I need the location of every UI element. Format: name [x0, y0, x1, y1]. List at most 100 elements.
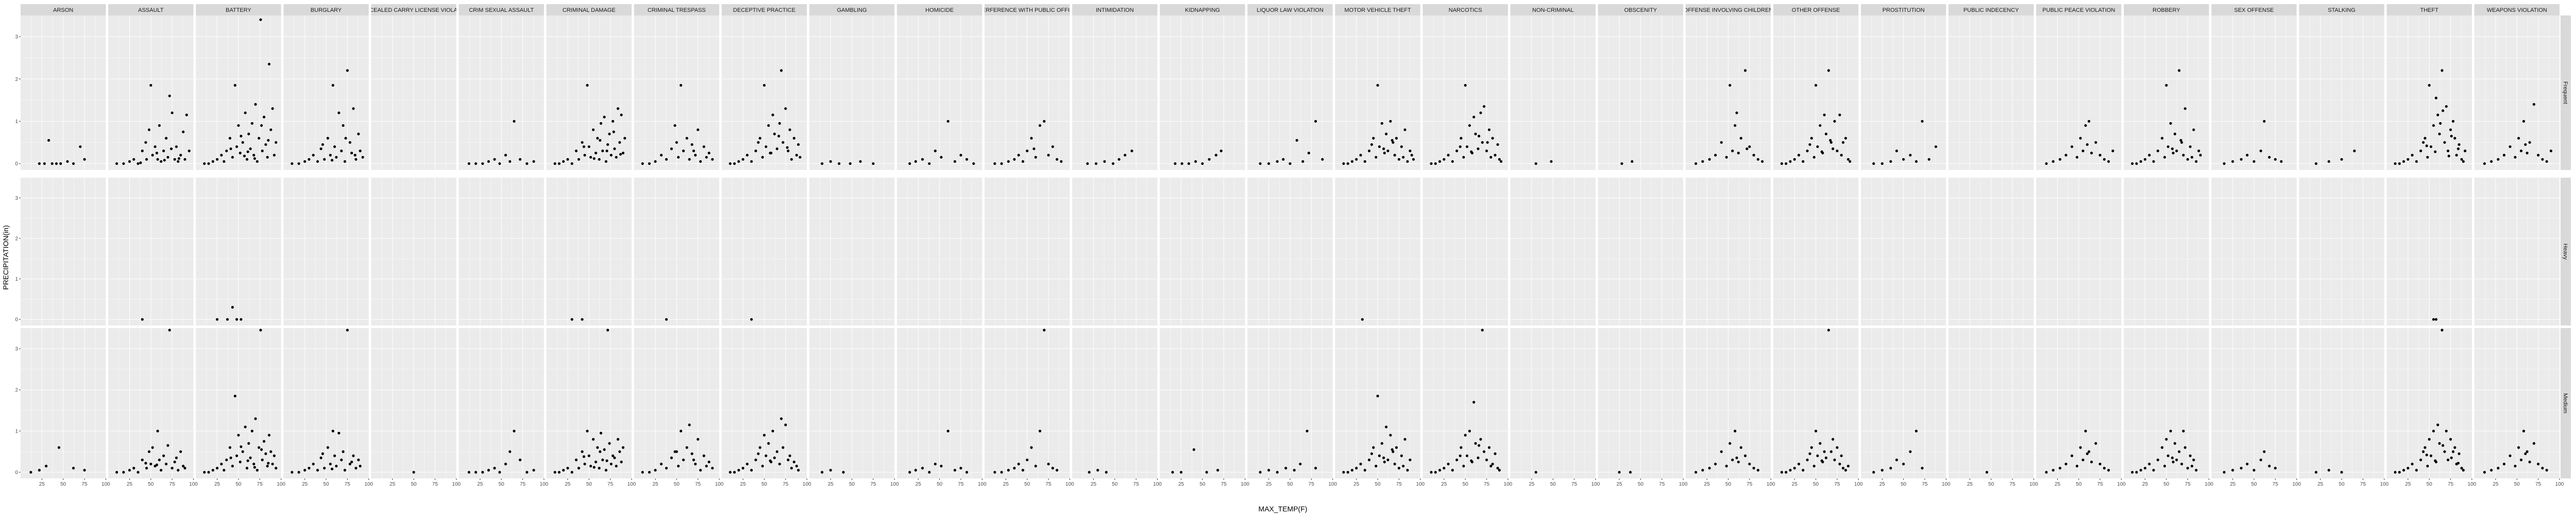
data-point	[2353, 149, 2356, 152]
data-point	[1725, 156, 1728, 159]
data-point	[2436, 113, 2439, 116]
data-point	[2453, 446, 2456, 449]
row-strip-label: Frequent	[2562, 81, 2568, 104]
panel	[1510, 178, 1596, 325]
data-point	[264, 452, 267, 455]
data-point	[2107, 160, 2110, 163]
strip-16: NARCOTICS	[1422, 4, 1508, 15]
data-point	[2464, 149, 2467, 152]
data-point	[1400, 454, 1403, 457]
data-point	[2165, 438, 2168, 441]
data-point	[354, 158, 358, 161]
data-point	[244, 425, 247, 428]
data-point	[2086, 143, 2089, 146]
data-point	[1259, 471, 1262, 474]
data-point	[215, 467, 219, 470]
data-point	[1701, 160, 1704, 163]
x-tick-label: 50	[1024, 482, 1030, 487]
data-point	[582, 455, 585, 458]
data-point	[1301, 160, 1304, 163]
data-point	[792, 136, 795, 140]
panel	[809, 328, 895, 478]
data-point	[1372, 446, 1375, 449]
strip-12: INTIMIDATION	[1072, 4, 1158, 15]
data-point	[66, 160, 69, 163]
data-point	[1494, 452, 1497, 455]
data-point	[346, 69, 349, 72]
x-tick-label: 25	[1792, 482, 1798, 487]
data-point	[2419, 149, 2422, 152]
data-point	[2143, 158, 2147, 161]
strip-background	[108, 4, 194, 15]
data-point	[1472, 401, 1476, 404]
series-points	[2314, 149, 2356, 165]
data-point	[1438, 160, 1442, 163]
data-point	[2094, 141, 2097, 144]
strip-27: THEFT	[2386, 4, 2472, 15]
data-point	[586, 84, 589, 87]
data-point	[1088, 471, 1091, 474]
x-tick-label: 25	[1003, 482, 1009, 487]
data-point	[1840, 153, 1843, 157]
x-tick-label: 75	[520, 482, 526, 487]
data-point	[641, 471, 644, 474]
data-point	[1346, 471, 1349, 474]
panel	[1072, 15, 1158, 170]
data-point	[2340, 158, 2343, 161]
panel	[1335, 15, 1420, 170]
data-point	[1034, 465, 1037, 468]
data-point	[1383, 460, 1386, 464]
data-point	[2259, 149, 2262, 152]
data-point	[139, 161, 142, 164]
data-point	[337, 432, 341, 435]
data-point	[1838, 462, 1841, 466]
data-point	[182, 465, 185, 468]
data-point	[513, 119, 516, 123]
strip-label: ARSON	[53, 7, 73, 13]
x-tick-label: 50	[586, 482, 592, 487]
data-point	[1720, 450, 1723, 453]
x-tick-label: 50	[499, 482, 505, 487]
data-point	[29, 471, 32, 474]
data-point	[1017, 153, 1020, 157]
data-point	[1409, 458, 1412, 461]
series-points	[1342, 84, 1415, 165]
strip-label: CRIMINAL TRESPASS	[648, 7, 706, 13]
data-point	[2443, 141, 2446, 144]
data-point	[2094, 442, 2097, 445]
data-point	[1735, 456, 1738, 459]
data-point	[228, 136, 231, 140]
x-tick-label: 50	[1550, 482, 1556, 487]
data-point	[1739, 136, 1742, 140]
series-points	[908, 430, 969, 474]
panel	[196, 328, 281, 478]
y-tick-label: 1	[15, 119, 18, 125]
data-point	[685, 136, 688, 140]
data-point	[253, 157, 256, 160]
series-points	[1694, 430, 1759, 474]
data-point	[1034, 156, 1037, 159]
panel	[371, 328, 456, 478]
x-tick-label: 100	[715, 482, 724, 487]
data-point	[1728, 84, 1732, 87]
x-tick-label: 25	[1967, 482, 1973, 487]
x-tick-label: 75	[1571, 482, 1578, 487]
data-point	[144, 141, 147, 144]
data-point	[241, 141, 244, 144]
x-tick-label: 50	[1375, 482, 1381, 487]
x-tick-label: 100	[1942, 482, 1951, 487]
data-point	[2139, 469, 2142, 472]
data-point	[1812, 156, 1816, 159]
data-point	[1380, 122, 1383, 125]
panel	[1247, 15, 1333, 170]
data-point	[2545, 469, 2548, 472]
strip-background	[283, 4, 369, 15]
data-point	[2171, 456, 2174, 459]
data-point	[1363, 160, 1366, 163]
data-point	[733, 471, 736, 474]
data-point	[1314, 119, 1317, 123]
data-point	[259, 329, 262, 332]
data-point	[1385, 132, 1388, 135]
data-point	[953, 160, 956, 163]
data-point	[1130, 149, 1133, 152]
